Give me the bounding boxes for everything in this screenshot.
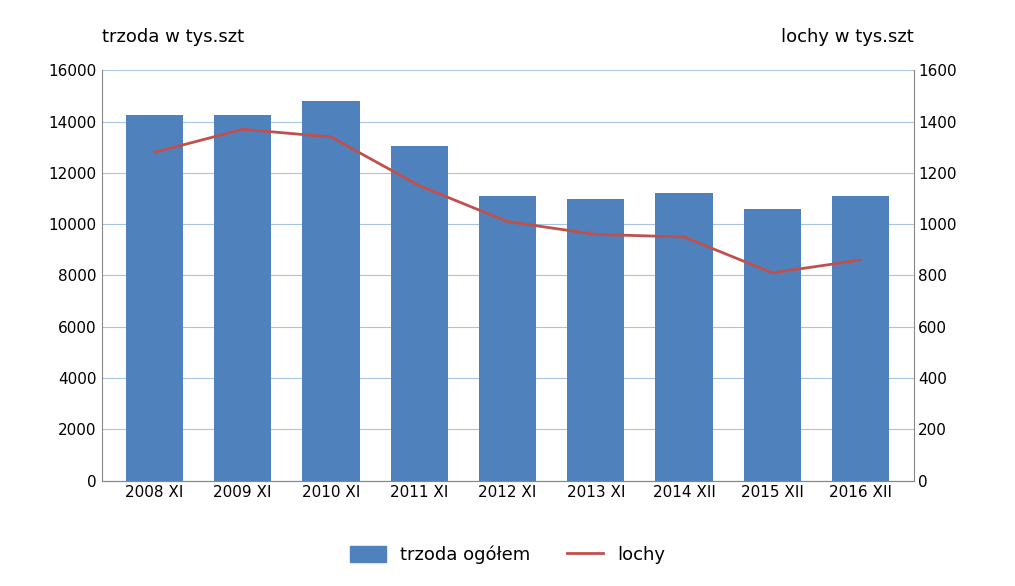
Bar <box>832 196 889 481</box>
Bar <box>567 199 624 481</box>
Text: lochy w tys.szt: lochy w tys.szt <box>781 28 914 46</box>
Bar <box>744 209 801 481</box>
Bar <box>214 115 271 481</box>
Legend: trzoda ogółem, lochy: trzoda ogółem, lochy <box>342 538 673 571</box>
Bar <box>391 146 448 481</box>
Bar <box>126 115 183 481</box>
Bar <box>656 193 713 481</box>
Text: trzoda w tys.szt: trzoda w tys.szt <box>102 28 244 46</box>
Bar <box>302 101 359 481</box>
Bar <box>479 196 536 481</box>
